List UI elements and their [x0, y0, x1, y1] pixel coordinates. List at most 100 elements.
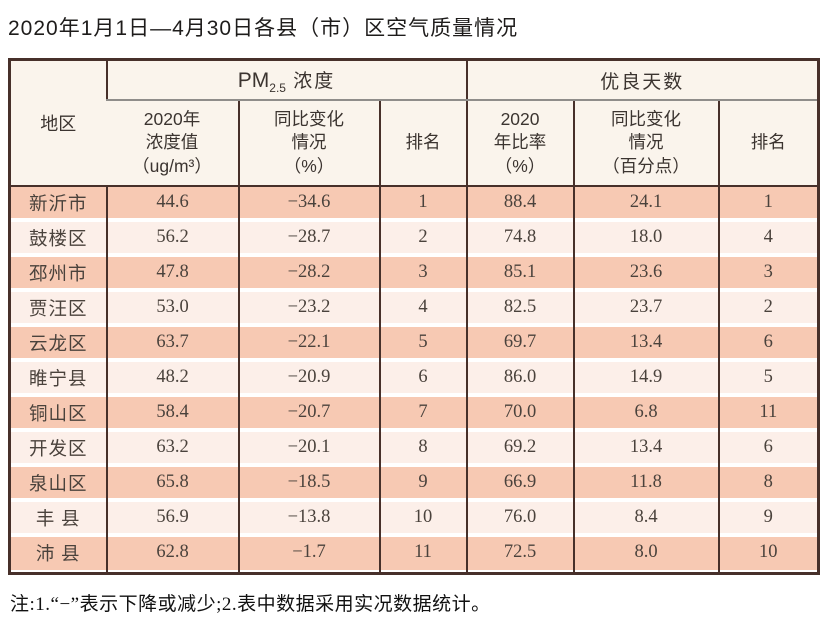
cell-good-change: 11.8	[572, 467, 719, 502]
cell-pm-rank: 11	[378, 537, 467, 574]
cell-pm-change: −18.5	[237, 467, 380, 502]
cell-good-ratio: 74.8	[465, 222, 574, 257]
cell-good-ratio: 86.0	[465, 362, 574, 397]
cell-good-change: 8.4	[572, 502, 719, 537]
cell-good-ratio: 82.5	[465, 292, 574, 327]
cell-pm-change: −20.1	[237, 432, 380, 467]
table-header: 地区 PM2.5 浓度 优良天数 2020年 浓度值 （ug/m³） 同比变化 …	[9, 59, 819, 187]
cell-good-ratio: 70.0	[465, 397, 574, 432]
cell-pm-change: −28.2	[237, 257, 380, 292]
cell-pm-change: −34.6	[237, 186, 380, 222]
page-title: 2020年1月1日—4月30日各县（市）区空气质量情况	[8, 17, 519, 40]
cell-pm-change: −20.7	[237, 397, 380, 432]
cell-good-change: 13.4	[572, 327, 719, 362]
cell-good-rank: 4	[717, 222, 819, 257]
cell-pm-rank: 10	[378, 502, 467, 537]
cell-good-rank: 10	[717, 537, 819, 574]
cell-good-change: 23.6	[572, 257, 719, 292]
table-row: 沛 县 62.8 −1.7 11 72.5 8.0 10	[9, 537, 819, 574]
group-header-row: 地区 PM2.5 浓度 优良天数	[9, 59, 819, 187]
cell-good-rank: 6	[717, 327, 819, 362]
table-row: 泉山区 65.8 −18.5 9 66.9 11.8 8	[9, 467, 819, 502]
cell-good-ratio: 69.2	[465, 432, 574, 467]
column-header-good-ratio: 2020 年比率 （%）	[465, 100, 574, 187]
cell-good-ratio: 72.5	[465, 537, 574, 574]
cell-pm-change: −20.9	[237, 362, 380, 397]
cell-pm-rank: 4	[378, 292, 467, 327]
table-row: 邳州市 47.8 −28.2 3 85.1 23.6 3	[9, 257, 819, 292]
cell-good-rank: 6	[717, 432, 819, 467]
cell-good-change: 14.9	[572, 362, 719, 397]
column-header-good-rank: 排名	[717, 100, 819, 187]
footnote: 注:1.“−”表示下降或减少;2.表中数据采用实况数据统计。	[10, 594, 491, 615]
cell-good-ratio: 66.9	[465, 467, 574, 502]
column-header-region: 地区	[9, 59, 107, 187]
cell-pm-value: 63.7	[105, 327, 239, 362]
cell-pm-value: 44.6	[105, 186, 239, 222]
cell-good-rank: 8	[717, 467, 819, 502]
table-row: 开发区 63.2 −20.1 8 69.2 13.4 6	[9, 432, 819, 467]
cell-pm-value: 65.8	[105, 467, 239, 502]
cell-region: 沛 县	[9, 537, 107, 574]
cell-region: 云龙区	[9, 327, 107, 362]
cell-good-ratio: 69.7	[465, 327, 574, 362]
cell-pm-change: −13.8	[237, 502, 380, 537]
pm25-label-subscript: 2.5	[269, 80, 286, 95]
cell-pm-value: 53.0	[105, 292, 239, 327]
table-row: 贾汪区 53.0 −23.2 4 82.5 23.7 2	[9, 292, 819, 327]
column-header-pm-rank: 排名	[378, 100, 467, 187]
cell-region: 开发区	[9, 432, 107, 467]
cell-pm-change: −22.1	[237, 327, 380, 362]
cell-pm-rank: 6	[378, 362, 467, 397]
column-header-good-change: 同比变化 情况 （百分点）	[572, 100, 719, 187]
cell-pm-value: 56.2	[105, 222, 239, 257]
cell-good-ratio: 88.4	[465, 186, 574, 222]
cell-pm-rank: 2	[378, 222, 467, 257]
table-body: 新沂市 44.6 −34.6 1 88.4 24.1 1 鼓楼区 56.2 −28.7 2 74.8 1…	[9, 186, 819, 574]
pm25-label-suffix: 浓度	[285, 70, 336, 92]
cell-good-change: 13.4	[572, 432, 719, 467]
cell-good-change: 23.7	[572, 292, 719, 327]
cell-region: 铜山区	[9, 397, 107, 432]
cell-good-change: 24.1	[572, 186, 719, 222]
cell-pm-change: −1.7	[237, 537, 380, 574]
cell-good-change: 8.0	[572, 537, 719, 574]
pm25-label-prefix: PM	[237, 68, 270, 92]
cell-pm-value: 47.8	[105, 257, 239, 292]
cell-pm-change: −28.7	[237, 222, 380, 257]
cell-pm-rank: 8	[378, 432, 467, 467]
group-header-pm25: PM2.5 浓度	[105, 59, 467, 101]
sub-header-row: 2020年 浓度值 （ug/m³） 同比变化 情况 （%） 排名 2020 年比…	[10, 100, 819, 187]
cell-good-ratio: 76.0	[465, 502, 574, 537]
air-quality-table: 地区 PM2.5 浓度 优良天数 2020年 浓度值 （ug/m³） 同比变化 …	[8, 58, 821, 575]
cell-region: 鼓楼区	[9, 222, 107, 257]
cell-good-rank: 9	[717, 502, 819, 537]
cell-pm-value: 62.8	[105, 537, 239, 574]
cell-pm-change: −23.2	[237, 292, 380, 327]
table-row: 鼓楼区 56.2 −28.7 2 74.8 18.0 4	[9, 222, 819, 257]
group-header-good-days: 优良天数	[465, 59, 819, 101]
cell-pm-rank: 7	[378, 397, 467, 432]
cell-good-ratio: 85.1	[465, 257, 574, 292]
table-row: 铜山区 58.4 −20.7 7 70.0 6.8 11	[9, 397, 819, 432]
table-row: 新沂市 44.6 −34.6 1 88.4 24.1 1	[9, 186, 819, 222]
cell-good-rank: 3	[717, 257, 819, 292]
table-row: 丰 县 56.9 −13.8 10 76.0 8.4 9	[9, 502, 819, 537]
cell-region: 睢宁县	[9, 362, 107, 397]
table-row: 睢宁县 48.2 −20.9 6 86.0 14.9 5	[9, 362, 819, 397]
cell-region: 泉山区	[9, 467, 107, 502]
column-header-pm-change: 同比变化 情况 （%）	[237, 100, 380, 187]
cell-pm-rank: 5	[378, 327, 467, 362]
cell-good-rank: 2	[717, 292, 819, 327]
cell-pm-value: 56.9	[105, 502, 239, 537]
column-header-pm-value: 2020年 浓度值 （ug/m³）	[106, 100, 239, 187]
cell-pm-rank: 1	[378, 186, 467, 222]
cell-good-change: 18.0	[572, 222, 719, 257]
cell-pm-value: 48.2	[105, 362, 239, 397]
cell-pm-rank: 3	[378, 257, 467, 292]
cell-pm-rank: 9	[378, 467, 467, 502]
cell-region: 贾汪区	[9, 292, 107, 327]
cell-region: 邳州市	[9, 257, 107, 292]
table-row: 云龙区 63.7 −22.1 5 69.7 13.4 6	[9, 327, 819, 362]
